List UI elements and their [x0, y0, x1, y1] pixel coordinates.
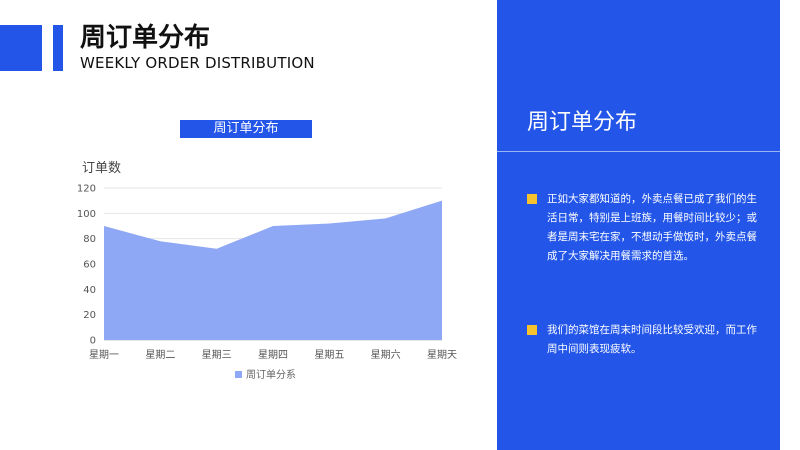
x-tick-label: 星期一 [89, 349, 119, 361]
x-tick-label: 星期三 [202, 349, 232, 361]
y-tick-label: 60 [83, 260, 96, 271]
y-tick-label: 80 [83, 234, 96, 245]
bullet-square-icon [527, 194, 537, 204]
bullet-text: 正如大家都知道的，外卖点餐已成了我们的生活日常，特别是上班族，用餐时间比较少；或… [547, 193, 757, 262]
legend-swatch [235, 371, 242, 378]
bullet-text: 我们的菜馆在周末时间段比较受欢迎，而工作周中间则表现疲软。 [547, 324, 757, 355]
panel-title: 周订单分布 [527, 110, 638, 135]
y-tick-label: 40 [83, 285, 96, 296]
panel-divider [497, 151, 780, 152]
y-tick-label: 120 [77, 184, 96, 195]
page-title: 周订单分布 [80, 23, 211, 53]
area-chart: 订单数 0 20 40 60 80 100 120 星期一 星期二 星期三 星期四 星期五 星期六 星期天周… [77, 161, 457, 381]
bullet-square-icon [527, 325, 537, 335]
x-tick-label: 星期天 [427, 349, 457, 361]
page-subtitle: WEEKLY ORDER DISTRIBUTION [80, 54, 315, 72]
x-tick-label: 星期五 [314, 349, 344, 361]
y-tick-label: 0 [90, 336, 96, 347]
y-tick-label: 100 [77, 209, 96, 220]
y-axis-label: 订单数 [82, 161, 121, 176]
x-tick-label: 星期四 [258, 349, 288, 361]
x-tick-label: 星期六 [371, 349, 401, 361]
legend-label: 周订单分系 [246, 369, 296, 381]
x-tick-label: 星期二 [145, 349, 175, 361]
accent-bar [53, 25, 63, 71]
chart-title: 周订单分布 [180, 120, 312, 138]
y-tick-label: 20 [83, 310, 96, 321]
accent-square [0, 25, 42, 71]
series-area [104, 200, 442, 340]
right-panel: 周订单分布 正如大家都知道的，外卖点餐已成了我们的生活日常，特别是上班族，用餐时… [497, 0, 780, 450]
